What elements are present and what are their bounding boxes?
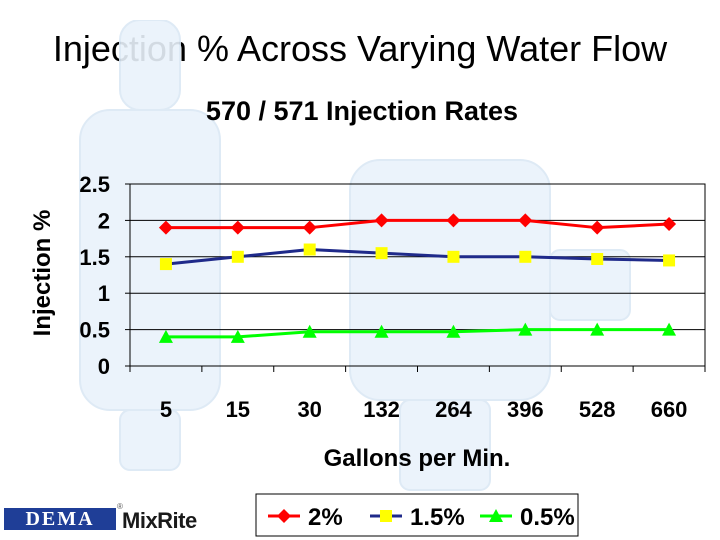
y-tick-label: 2.5: [79, 172, 110, 197]
data-point: [591, 252, 604, 265]
series-line: [165, 328, 670, 339]
data-point: [374, 324, 389, 338]
y-tick-label: 0.5: [79, 318, 110, 343]
dema-mixrite-logo: DEMA ® MixRite: [4, 500, 224, 540]
data-point: [590, 322, 605, 336]
data-point: [662, 217, 677, 232]
x-axis-ticks: 5 15 30 132 264 396 528 660: [129, 366, 706, 422]
series-0: [158, 213, 677, 235]
y-tick-label: 1: [98, 281, 110, 306]
data-point: [590, 220, 605, 235]
data-point: [374, 213, 389, 228]
grid-lines: [130, 183, 705, 367]
x-tick-label: 264: [435, 397, 472, 422]
series-line: [165, 248, 670, 266]
registered-mark: ®: [117, 502, 123, 511]
legend-marker: [277, 509, 291, 523]
chart-title: 570 / 571 Injection Rates: [206, 96, 518, 126]
data-point: [158, 329, 173, 343]
series-line: [165, 218, 670, 230]
data-point: [302, 324, 317, 338]
legend-label: 2%: [308, 504, 343, 531]
data-point: [446, 213, 461, 228]
legend: 2% 1.5% 0.5%: [255, 493, 579, 537]
data-point: [447, 250, 460, 263]
x-tick-label: 30: [297, 397, 321, 422]
data-point: [446, 324, 461, 338]
data-point: [230, 220, 245, 235]
legend-label: 1.5%: [410, 504, 465, 531]
data-point: [663, 254, 676, 267]
plot-area-frame: [129, 183, 706, 367]
x-tick-label: 528: [579, 397, 616, 422]
dema-logo-text: DEMA: [4, 508, 116, 530]
series-layer: [158, 213, 677, 343]
data-point: [519, 250, 532, 263]
data-point: [518, 213, 533, 228]
series-1: [159, 243, 676, 271]
data-point: [518, 322, 533, 336]
y-tick-label: 1.5: [79, 245, 110, 270]
data-point: [230, 329, 245, 343]
y-axis-ticks: 0 0.5 1 1.5 2 2.5: [79, 172, 130, 379]
data-point: [375, 247, 388, 260]
x-tick-label: 660: [651, 397, 688, 422]
y-tick-label: 0: [98, 354, 110, 379]
y-axis-label: Injection %: [29, 210, 56, 337]
series-2: [158, 322, 677, 343]
data-point: [303, 243, 316, 256]
data-point: [159, 258, 172, 271]
x-tick-label: 132: [363, 397, 400, 422]
legend-label: 0.5%: [520, 504, 575, 531]
legend-marker: [489, 509, 503, 522]
x-tick-label: 396: [507, 397, 544, 422]
x-tick-label: 15: [226, 397, 250, 422]
data-point: [158, 220, 173, 235]
legend-marker: [380, 510, 392, 522]
legend-box: [255, 493, 579, 537]
data-point: [302, 220, 317, 235]
x-axis-label: Gallons per Min.: [324, 445, 511, 472]
data-point: [231, 250, 244, 263]
y-tick-label: 2: [98, 208, 110, 233]
x-tick-label: 5: [160, 397, 172, 422]
mixrite-logo-text: MixRite: [122, 508, 197, 533]
data-point: [662, 322, 677, 336]
